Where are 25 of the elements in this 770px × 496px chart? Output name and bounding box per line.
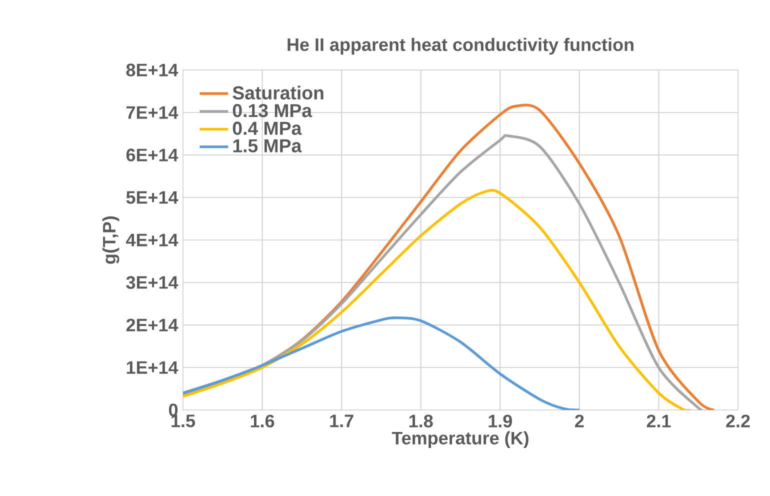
x-tick-label: 1.9 bbox=[488, 414, 512, 428]
x-tick-label: 1.7 bbox=[330, 414, 354, 428]
y-tick-label: 5E+14 bbox=[126, 191, 178, 204]
y-tick-label: 2E+14 bbox=[126, 318, 178, 332]
x-tick-label: 1.5 bbox=[172, 414, 196, 428]
legend-label: 0.4 MPa bbox=[232, 122, 302, 135]
y-tick-label: 4E+14 bbox=[126, 234, 178, 246]
x-axis-title: Temperature (K) bbox=[392, 431, 528, 448]
x-tick-label: 2.1 bbox=[646, 414, 671, 428]
y-tick-label: 0 bbox=[168, 404, 178, 416]
y-tick-label: 7E+14 bbox=[126, 106, 178, 119]
y-tick-label: 8E+14 bbox=[126, 64, 178, 76]
x-tick-label: 2.2 bbox=[726, 414, 750, 428]
legend-label: 1.5 MPa bbox=[233, 139, 302, 152]
line-series bbox=[183, 316, 581, 410]
legend-label: 0.13 MPa bbox=[232, 104, 312, 118]
legend-label: Saturation bbox=[232, 86, 324, 100]
y-axis-title: g(T,P) bbox=[102, 216, 120, 264]
y-tick-label: 6E+14 bbox=[126, 148, 178, 162]
x-tick-label: 1.8 bbox=[409, 414, 433, 428]
y-tick-label: 1E+14 bbox=[126, 361, 178, 374]
chart-title: He II apparent heat conductivity function bbox=[288, 38, 634, 55]
y-tick-label: 3E+14 bbox=[126, 276, 178, 289]
x-tick-label: 1.6 bbox=[250, 414, 274, 428]
x-tick-label: 2 bbox=[575, 414, 584, 428]
